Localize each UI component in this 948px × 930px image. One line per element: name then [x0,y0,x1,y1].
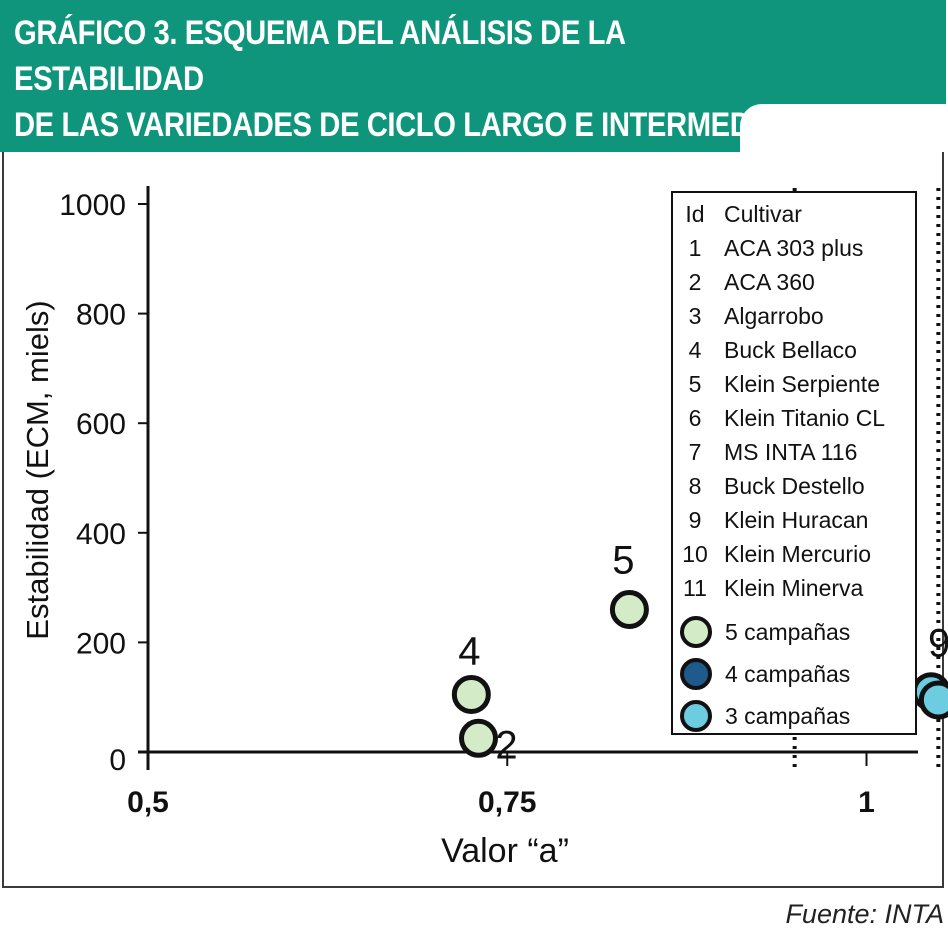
point-label-4: 4 [458,629,480,673]
legend-cultivar-3: Algarrobo [724,303,824,329]
legend-marker-five_campaigns [680,616,712,648]
legend-group-three_campaigns: 3 campañas [725,703,850,729]
legend-cultivar-5: Klein Serpiente [724,371,880,397]
legend-cultivar-9: Klein Huracan [724,507,868,533]
legend-group-five_campaigns: 5 campañas [725,619,850,645]
source-note: Fuente: INTA [785,899,944,929]
x-tick-label-1: 0,75 [478,786,536,819]
point-label-2: 2 [495,723,517,767]
legend-cultivar-2: ACA 360 [724,269,815,295]
legend-cultivar-4: Buck Bellaco [724,337,857,363]
legend-cultivar-6: Klein Titanio CL [724,405,885,431]
point-label-5: 5 [612,539,634,583]
y-tick-label-0: 0 [109,744,126,777]
y-tick-label-3: 600 [76,408,126,441]
x-tick-label-0: 0,5 [127,786,169,819]
point-2 [459,718,499,758]
legend-marker-three_campaigns [680,700,712,732]
x-tick-label-2: 1 [858,786,875,819]
legend-id-4: 4 [689,337,702,363]
legend-cultivar-8: Buck Destello [724,473,865,499]
y-tick-label-5: 1000 [59,189,126,222]
legend-box [671,191,917,735]
legend-id-2: 2 [689,269,702,295]
legend-id-3: 3 [689,303,702,329]
x-axis-label: Valor “a” [441,832,569,870]
legend-marker-four_campaigns [680,658,712,690]
point-5 [609,590,649,630]
legend-id-11: 11 [683,575,707,601]
chart-title: GRÁFICO 3. ESQUEMA DEL ANÁLISIS DE LA ES… [14,14,781,236]
legend-id-1: 1 [689,235,702,261]
point-11 [918,680,948,720]
point-4 [451,674,491,714]
legend-header-id: Id [685,201,704,227]
y-tick-label-1: 200 [76,627,126,660]
legend-id-10: 10 [682,541,708,567]
y-tick-label-2: 400 [76,518,126,551]
legend-id-5: 5 [689,371,702,397]
point-label-9: 9 [928,622,948,666]
legend-id-6: 6 [689,405,702,431]
legend-group-four_campaigns: 4 campañas [725,661,850,687]
legend-id-7: 7 [689,439,702,465]
legend-cultivar-11: Klein Minerva [724,575,864,601]
legend-id-9: 9 [689,507,702,533]
legend-id-8: 8 [689,473,702,499]
legend-header-cultivar: Cultivar [724,201,802,227]
legend: Id Cultivar 1 ACA 303 plus 2 ACA 360 3 Algarrob… [671,191,917,735]
legend-cultivar-10: Klein Mercurio [724,541,871,567]
y-tick-label-4: 800 [76,299,126,332]
legend-cultivar-7: MS INTA 116 [724,439,857,465]
legend-cultivar-1: ACA 303 plus [724,235,863,261]
title-banner-notch [740,104,946,152]
y-axis-label: Estabilidad (ECM, miels) [20,300,55,639]
